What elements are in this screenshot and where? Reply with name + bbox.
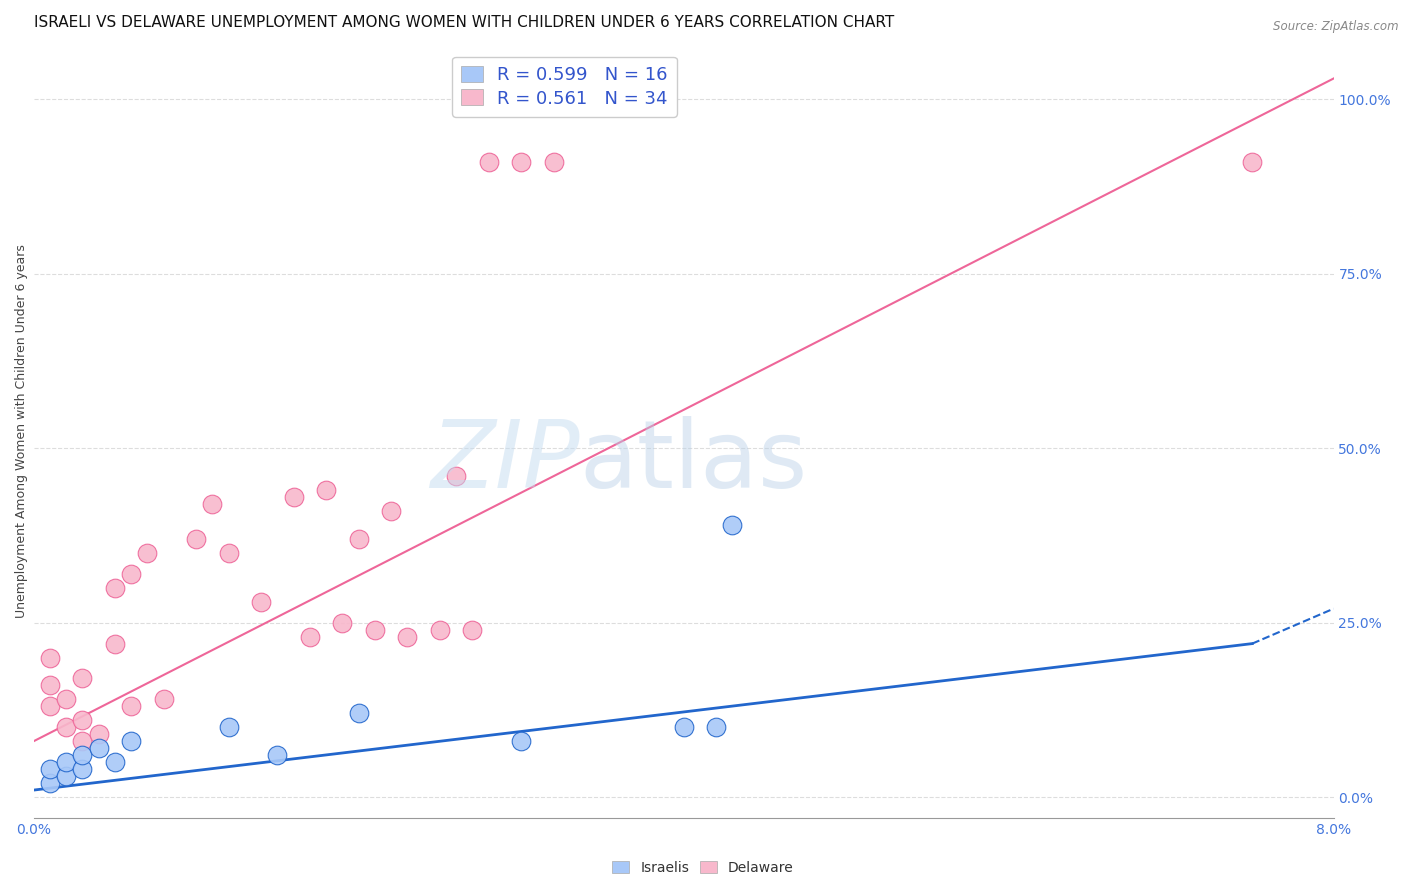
Point [380,504,402,518]
Point [38,650,60,665]
Point [218,720,240,734]
Point [38,776,60,790]
Point [104,755,127,769]
Point [364,623,387,637]
Point [38,678,60,692]
Point [136,546,159,560]
Text: ISRAELI VS DELAWARE UNEMPLOYMENT AMONG WOMEN WITH CHILDREN UNDER 6 YEARS CORRELA: ISRAELI VS DELAWARE UNEMPLOYMENT AMONG W… [34,15,894,30]
Y-axis label: Unemployment Among Women with Children Under 6 years: Unemployment Among Women with Children U… [15,244,28,618]
Point [315,483,337,497]
Text: Source: ZipAtlas.com: Source: ZipAtlas.com [1274,20,1399,33]
Point [330,615,353,630]
Point [347,706,370,721]
Point [266,748,288,763]
Point [120,699,142,714]
Text: ZIP: ZIP [430,417,579,508]
Point [38,699,60,714]
Point [298,630,321,644]
Point [201,497,224,511]
Point [672,720,695,734]
Point [218,546,240,560]
Point [510,734,533,748]
Point [55,720,77,734]
Point [72,672,94,686]
Point [704,720,727,734]
Point [55,692,77,706]
Point [104,581,127,595]
Point [721,518,744,533]
Point [72,734,94,748]
Point [72,714,94,728]
Point [87,741,110,756]
Point [184,532,207,546]
Point [72,762,94,776]
Text: atlas: atlas [579,416,808,508]
Point [250,595,273,609]
Point [55,769,77,783]
Point [396,630,419,644]
Point [461,623,484,637]
Point [38,762,60,776]
Point [120,566,142,581]
Point [347,532,370,546]
Point [87,727,110,741]
Legend: Israelis, Delaware: Israelis, Delaware [607,855,799,880]
Point [55,755,77,769]
Point [543,155,565,169]
Point [429,623,451,637]
Legend: R = 0.599   N = 16, R = 0.561   N = 34: R = 0.599 N = 16, R = 0.561 N = 34 [453,56,676,117]
Point [283,490,305,504]
Point [1241,155,1264,169]
Point [444,469,467,483]
Point [104,637,127,651]
Point [72,748,94,763]
Point [120,734,142,748]
Point [510,155,533,169]
Point [477,155,499,169]
Point [152,692,174,706]
